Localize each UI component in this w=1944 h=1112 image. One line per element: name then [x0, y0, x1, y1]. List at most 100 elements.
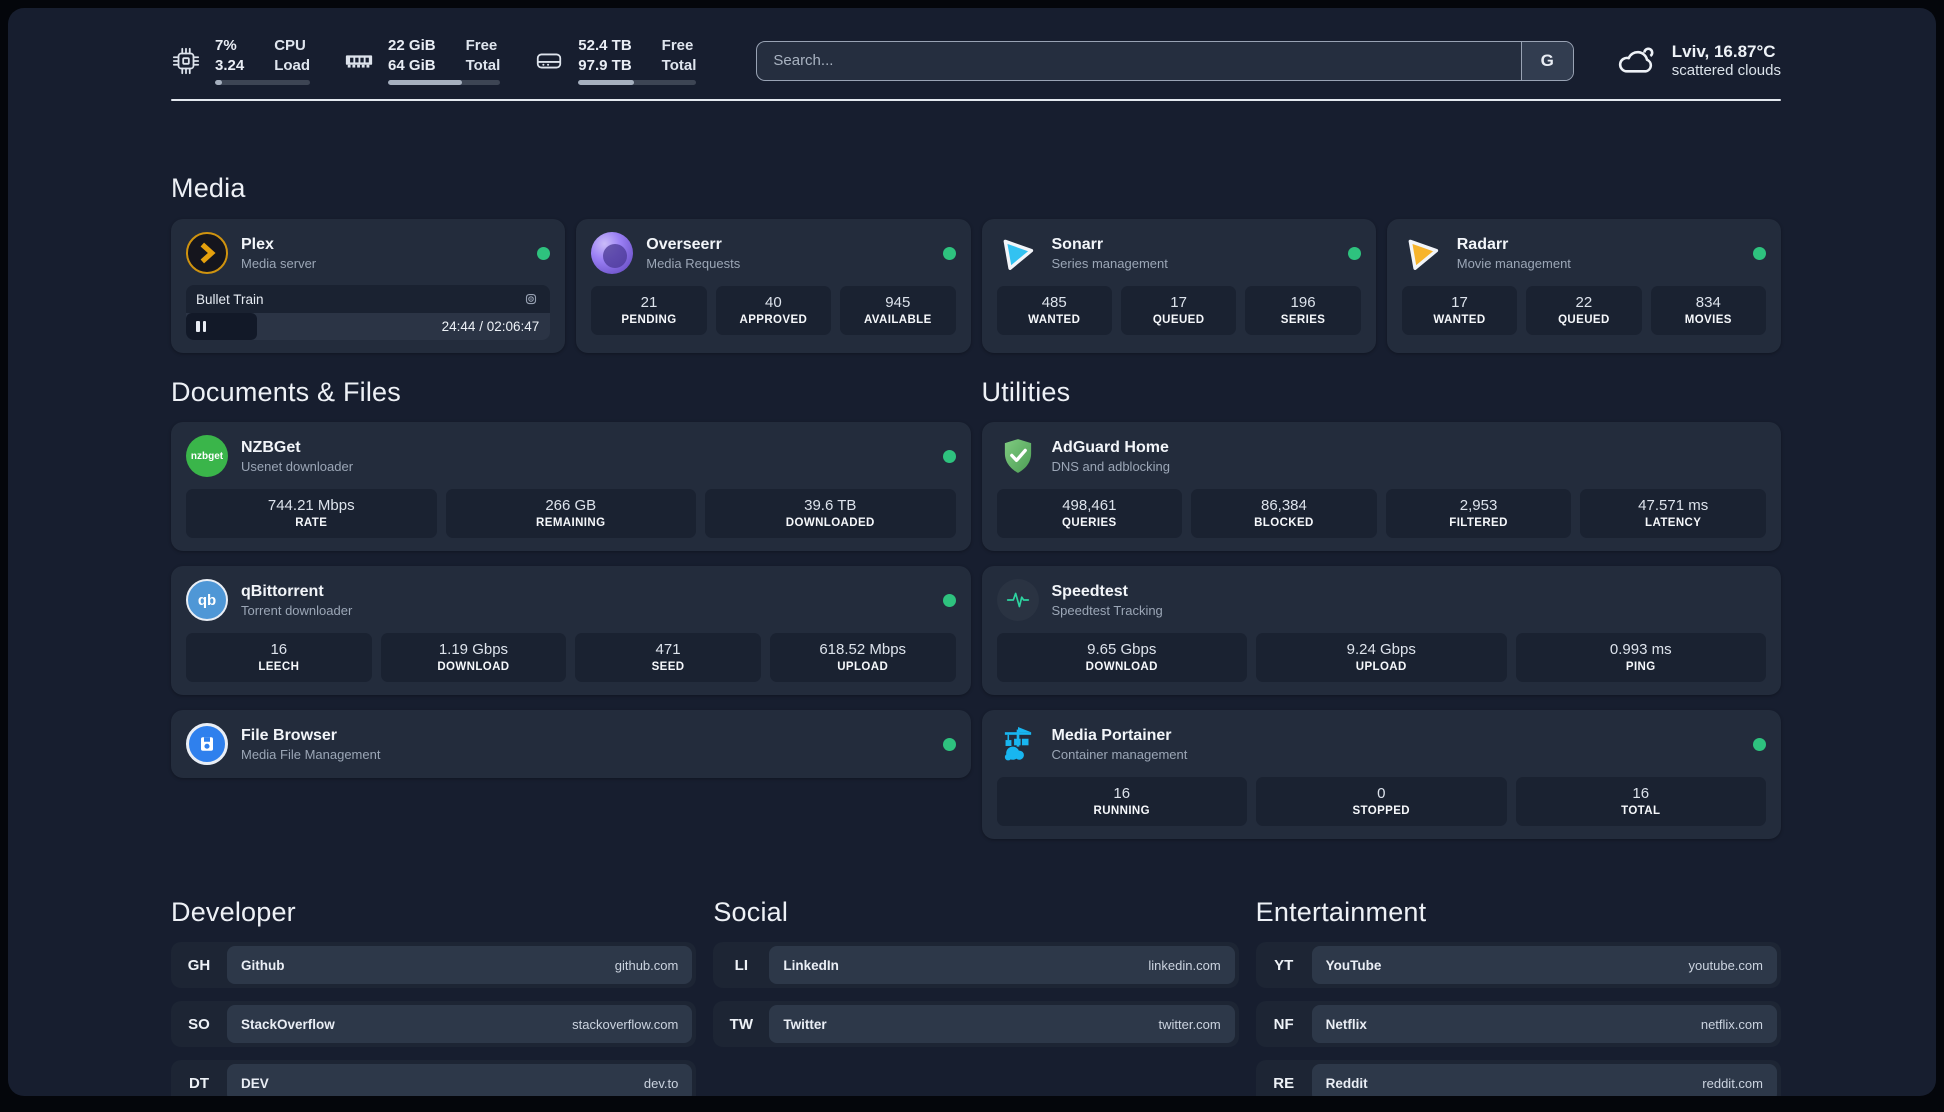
app-card-radarr[interactable]: Radarr Movie management 17 WANTED 22 QUEUE… — [1386, 219, 1781, 353]
pause-icon — [196, 321, 200, 332]
stat-value: 39.6 TB — [804, 497, 857, 514]
app-card-nzbget[interactable]: nzbget NZBGet Usenet downloader 744.21 M… — [171, 422, 971, 551]
link-row-twitter[interactable]: TW Twitter twitter.com — [713, 1001, 1239, 1047]
link-abbr: DT — [189, 1074, 209, 1092]
link-abbr: TW — [729, 1015, 753, 1033]
stat-label: DOWNLOADED — [785, 517, 875, 529]
stat-value: 17 — [1170, 294, 1187, 311]
app-name: File Browser — [241, 726, 338, 744]
session-icon[interactable] — [522, 290, 540, 308]
link-pill: YouTube youtube.com — [1311, 946, 1777, 984]
stat-value: 266 GB — [545, 497, 597, 514]
cpu-progress-bar — [215, 80, 311, 85]
link-row-stackoverflow[interactable]: SO StackOverflow stackoverflow.com — [171, 1001, 697, 1047]
link-row-github[interactable]: GH Github github.com — [171, 942, 697, 988]
status-online-dot — [1347, 246, 1361, 260]
stat-value: 17 — [1451, 294, 1468, 311]
section-title-developer: Developer — [171, 897, 296, 927]
overseerr-logo-icon — [591, 232, 634, 274]
app-card-filebrowser[interactable]: File Browser Media File Management — [171, 710, 971, 778]
link-row-dev[interactable]: DT DEV dev.to — [171, 1060, 697, 1096]
status-online-dot — [537, 246, 551, 260]
filebrowser-logo-icon — [186, 723, 228, 765]
radarr-logo-icon — [1402, 232, 1444, 274]
app-card-speedtest[interactable]: Speedtest Speedtest Tracking 9.65 Gbps DO… — [981, 566, 1781, 695]
link-row-linkedin[interactable]: LI LinkedIn linkedin.com — [713, 942, 1239, 988]
link-row-reddit[interactable]: RE Reddit reddit.com — [1255, 1060, 1781, 1096]
cpu-usage: 7% — [215, 37, 237, 54]
stat-box: 0.993 ms PING — [1515, 633, 1766, 682]
link-name: Reddit — [1325, 1075, 1368, 1091]
stat-box: 39.6 TB DOWNLOADED — [705, 489, 956, 538]
app-description: Series management — [1051, 255, 1168, 271]
stat-label: UPLOAD — [1355, 661, 1407, 673]
app-description: Torrent downloader — [241, 602, 353, 618]
cpu-load-value: 3.24 — [215, 56, 245, 74]
memory-total: 64 GiB — [388, 56, 436, 74]
stat-label: STOPPED — [1352, 805, 1411, 817]
status-online-dot — [942, 737, 956, 751]
stat-label: WANTED — [1028, 314, 1081, 326]
link-name: Netflix — [1325, 1016, 1367, 1032]
stat-label: SEED — [651, 661, 685, 673]
pause-button[interactable] — [186, 313, 258, 340]
stat-box: 196 SERIES — [1245, 286, 1361, 335]
app-card-plex[interactable]: Plex Media server Bullet Train 24:44 / 0… — [171, 219, 566, 353]
stat-value: 196 — [1290, 294, 1316, 311]
stat-box: 22 QUEUED — [1526, 286, 1642, 335]
status-online-dot — [942, 246, 956, 260]
stat-value: 834 — [1695, 294, 1721, 311]
storage-widget: 52.4 TB 97.9 TB Free Total — [534, 36, 697, 85]
status-online-dot — [942, 449, 956, 463]
stat-label: QUERIES — [1062, 517, 1117, 529]
app-card-qbittorrent[interactable]: qb qBittorrent Torrent downloader 16 LEEC… — [171, 566, 971, 695]
utilities-column: Utilities AdGuard Home — [981, 377, 1781, 839]
app-description: Media Requests — [646, 255, 741, 271]
app-card-overseerr[interactable]: Overseerr Media Requests 21 PENDING 40 APP… — [576, 219, 971, 353]
link-row-netflix[interactable]: NF Netflix netflix.com — [1255, 1001, 1781, 1047]
link-abbr: NF — [1273, 1015, 1294, 1033]
portainer-logo-icon — [997, 723, 1039, 765]
app-card-sonarr[interactable]: Sonarr Series management 485 WANTED 17 QUE… — [981, 219, 1376, 353]
memory-label-2: Total — [465, 56, 501, 74]
stat-label: QUEUED — [1152, 314, 1205, 326]
storage-icon — [537, 53, 562, 68]
stat-box: 17 QUEUED — [1120, 286, 1237, 335]
stat-value: 16 — [1632, 785, 1650, 802]
link-row-youtube[interactable]: YT YouTube youtube.com — [1255, 942, 1781, 988]
cpu-label-2: Load — [274, 56, 311, 74]
stat-value: 2,953 — [1459, 497, 1498, 514]
stat-label: WANTED — [1433, 314, 1486, 326]
app-card-adguard[interactable]: AdGuard Home DNS and adblocking 498,461 Q… — [981, 422, 1781, 551]
app-card-portainer[interactable]: Media Portainer Container management 16 R… — [981, 710, 1781, 839]
search-input[interactable] — [757, 41, 1521, 80]
link-abbr: GH — [187, 956, 211, 974]
search-provider-button[interactable]: G — [1520, 41, 1573, 80]
app-description: Speedtest Tracking — [1051, 602, 1163, 618]
stat-label: DOWNLOAD — [437, 661, 510, 673]
links-column-entertainment: Entertainment YT YouTube youtube.com NF … — [1255, 897, 1781, 1096]
stat-label: QUEUED — [1558, 314, 1610, 326]
stat-label: PING — [1625, 661, 1656, 673]
status-online-dot — [1753, 737, 1766, 751]
link-url: twitter.com — [1158, 1016, 1221, 1032]
stat-value: 47.571 ms — [1638, 497, 1709, 514]
stat-value: 485 — [1041, 294, 1067, 311]
media-cards: Plex Media server Bullet Train 24:44 / 0… — [171, 219, 1781, 353]
nzbget-logo-icon: nzbget — [186, 435, 228, 477]
section-title-utilities: Utilities — [981, 377, 1071, 407]
storage-label-1: Free — [661, 37, 694, 54]
stat-label: FILTERED — [1449, 517, 1508, 529]
now-playing-title: Bullet Train — [196, 291, 264, 307]
stat-box: 17 WANTED — [1401, 286, 1518, 335]
playback-progress-bar: 24:44 / 02:06:47 — [186, 313, 551, 340]
link-abbr: RE — [1273, 1074, 1295, 1092]
stat-label: PENDING — [621, 314, 677, 326]
stat-label: LATENCY — [1645, 517, 1702, 529]
memory-icon — [345, 54, 373, 68]
stat-value: 86,384 — [1260, 497, 1307, 514]
stat-label: RATE — [295, 517, 328, 529]
app-description: Media server — [241, 255, 317, 271]
link-pill: Github github.com — [227, 946, 693, 984]
top-bar: 7% 3.24 CPU Load — [171, 8, 1781, 85]
